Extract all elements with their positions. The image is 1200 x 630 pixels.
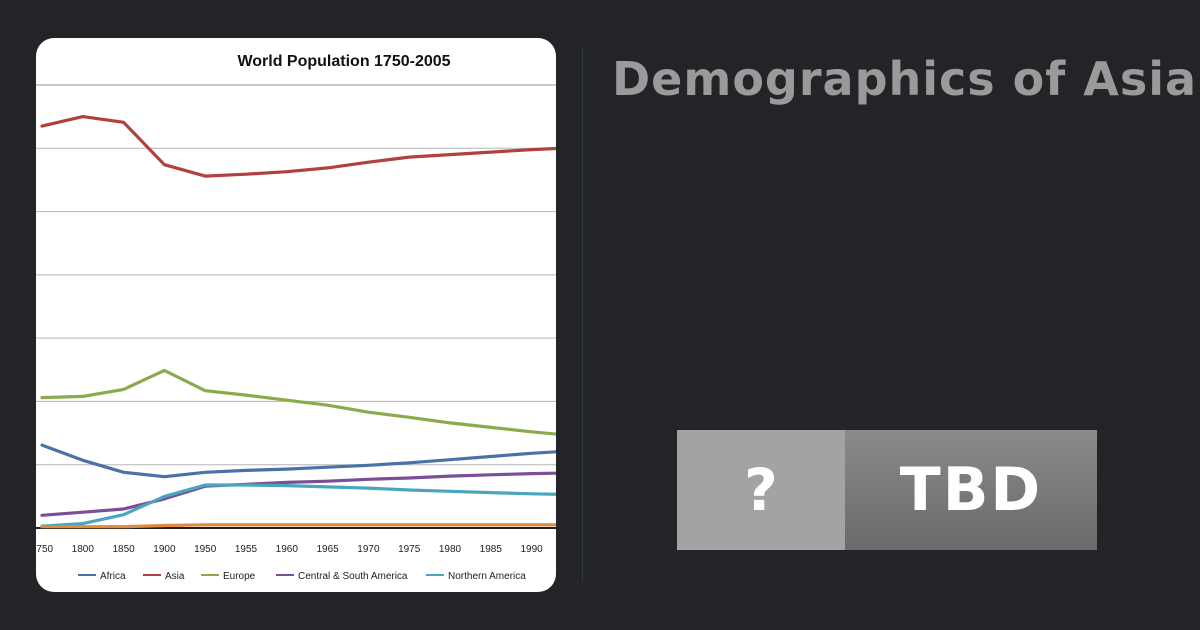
series-line-2 (40, 368, 556, 436)
series-lines (40, 114, 556, 529)
x-tick-label: 1980 (439, 544, 462, 555)
vertical-divider (582, 48, 583, 582)
x-tick-label: 1975 (398, 544, 421, 555)
population-line-chart: World Population 1750-2005 1750180018501… (36, 53, 556, 582)
x-tick-label: 1960 (276, 544, 299, 555)
x-tick-label: 1850 (112, 544, 135, 555)
x-tick-label: 1985 (480, 544, 503, 555)
legend-label: Asia (165, 571, 185, 582)
series-line-1 (40, 114, 556, 178)
legend-label: Northern America (448, 571, 526, 582)
x-tick-label: 1900 (153, 544, 176, 555)
legend-label: Africa (100, 571, 126, 582)
legend-label: Central & South America (298, 571, 408, 582)
title-clip: Demographics of Asia (600, 40, 1200, 120)
legend-label: Europe (223, 571, 256, 582)
x-tick-label: 1750 (36, 544, 54, 555)
chart-title: World Population 1750-2005 (237, 53, 450, 70)
series-line-5 (40, 523, 556, 529)
x-tick-label: 1950 (194, 544, 217, 555)
gridlines (36, 84, 556, 529)
x-tick-label: 1970 (357, 544, 380, 555)
series-line-3 (40, 471, 556, 517)
status-badge: ? TBD (677, 430, 1097, 550)
legend-item: Europe (201, 571, 256, 582)
x-tick-label: 1965 (316, 544, 339, 555)
x-tick-label: 1955 (235, 544, 258, 555)
x-tick-label: 1800 (72, 544, 95, 555)
x-tick-label: 1990 (520, 544, 543, 555)
legend: Africa Asia Europe Central & South America N… (78, 571, 526, 582)
legend-item: Central & South America (276, 571, 408, 582)
legend-item: Northern America (426, 571, 526, 582)
badge-label: TBD (845, 430, 1097, 550)
page-title: Demographics of Asia (612, 52, 1198, 106)
x-axis-ticks: 1750 1800 1850 1900 1950 1955 1960 1965 1970 1975… (36, 544, 543, 555)
badge-question-mark: ? (677, 430, 845, 550)
chart-card: World Population 1750-2005 1750180018501… (36, 38, 556, 592)
legend-item: Africa (78, 571, 126, 582)
series-line-0 (40, 443, 556, 479)
legend-item: Asia (143, 571, 185, 582)
series-line-4 (40, 483, 556, 528)
